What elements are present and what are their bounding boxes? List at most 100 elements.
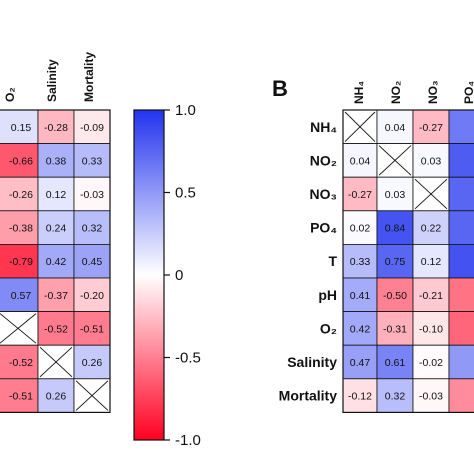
heatmap-b-row-label: Salinity <box>287 354 337 370</box>
heatmap-b-cell-value: -0.27 <box>419 122 443 134</box>
heatmap-a-cell-value: -0.51 <box>9 391 33 403</box>
heatmap-b-cell-cropped <box>448 176 474 212</box>
heatmap-a-cell-value: 0.33 <box>82 155 103 167</box>
heatmap-a-cell-value: 0.32 <box>82 223 103 235</box>
heatmap-a-cell-value: -0.28 <box>44 122 68 134</box>
heatmap-a-cell-value: -0.20 <box>80 290 104 302</box>
heatmap-b-row-label: T <box>328 253 337 269</box>
heatmap-a-column-label: O₂ <box>3 87 17 102</box>
heatmap-panel-a: 0.15 -0.28 -0.09 -0.66 0.38 0.33 -0.26 0.12 -0.0… <box>0 52 111 413</box>
colorbar: 1.0 0.5 0 -0.5 -1.0 <box>133 102 201 449</box>
diagonal-cross-mark <box>378 145 412 176</box>
heatmap-b-cell <box>376 109 414 144</box>
heatmap-b-row-label: NO₂ <box>310 152 337 168</box>
heatmap-b-cell-cropped <box>448 143 474 178</box>
heatmap-a-column-label: Mortality <box>82 52 96 102</box>
heatmap-b-row-label: O₂ <box>320 320 337 336</box>
heatmap-b-column-label: NH₄ <box>352 81 366 104</box>
heatmap-a-cell <box>37 378 75 413</box>
heatmap-b-cell-value: 0.33 <box>350 256 371 268</box>
heatmap-a-cell <box>37 277 75 312</box>
diagonal-cross-mark <box>414 178 448 210</box>
heatmap-b-cell <box>412 210 450 245</box>
heatmap-b-cell-cropped <box>448 277 474 312</box>
colorbar-tick-label: 1.0 <box>175 102 196 119</box>
heatmap-a-cell <box>37 210 75 245</box>
heatmap-b-cell-value: 0.03 <box>385 189 406 201</box>
diagonal-cross-mark <box>39 346 73 378</box>
heatmap-b-cell-value: 0.03 <box>421 155 442 167</box>
heatmap-b-cell-cropped <box>448 344 474 380</box>
heatmap-b-border <box>342 109 474 413</box>
heatmap-a-cell-value: -0.09 <box>80 122 104 134</box>
colorbar-tick-label: 0 <box>175 267 183 284</box>
heatmap-b-cell <box>412 143 450 178</box>
diagonal-cross-mark <box>0 313 37 344</box>
heatmap-a-cell-value: -0.26 <box>9 189 33 201</box>
heatmap-a-cell-value: 0.26 <box>46 391 67 403</box>
heatmap-a-cell <box>37 109 75 144</box>
heatmap-b-cell-value: -0.21 <box>419 290 443 302</box>
heatmap-b-cell-cropped <box>448 210 474 245</box>
heatmap-a-cell-value: -0.37 <box>44 290 68 302</box>
heatmap-b-cell <box>342 277 378 312</box>
heatmap-b-cell-value: 0.42 <box>350 323 371 335</box>
heatmap-b-cell-value: 0.04 <box>385 122 406 134</box>
heatmap-b-cell <box>342 176 378 212</box>
heatmap-b-cell-value: 0.61 <box>385 357 406 369</box>
heatmap-b-row-label: Mortality <box>279 388 338 404</box>
heatmap-b-column-label: NO₂ <box>389 81 403 104</box>
heatmap-a-cell-value: 0.26 <box>82 357 103 369</box>
heatmap-a-cell-value: -0.03 <box>80 189 104 201</box>
heatmap-b-cell-value: -0.31 <box>383 323 407 335</box>
diagonal-cross-mark <box>75 380 109 411</box>
heatmap-b-cell-value: 0.47 <box>350 357 371 369</box>
heatmap-b-cell <box>342 378 378 413</box>
heatmap-a-border <box>0 109 111 413</box>
heatmap-a-cell <box>37 311 75 346</box>
heatmap-a-cell <box>73 311 111 346</box>
heatmap-b-cell-cropped <box>448 311 474 346</box>
heatmap-b-cell <box>376 311 414 346</box>
heatmap-b-row-label: NO₃ <box>310 186 337 202</box>
diagonal-cross-mark <box>344 111 376 142</box>
heatmap-b-cell <box>376 344 414 380</box>
heatmap-b-cell-value: 0.22 <box>421 223 442 235</box>
colorbar-gradient <box>133 109 165 441</box>
heatmap-b-cell-value: 0.12 <box>421 256 442 268</box>
heatmap-b-row-label: NH₄ <box>310 119 337 135</box>
heatmap-b-cell-value: -0.10 <box>419 323 443 335</box>
heatmap-a-cell-value: -0.52 <box>9 357 33 369</box>
heatmap-b-column-label: NO₃ <box>426 80 440 104</box>
heatmap-a-cell-value: -0.51 <box>80 323 104 335</box>
heatmap-b-column-label: PO₄ <box>462 81 474 104</box>
colorbar-tick-label: -1.0 <box>175 432 201 449</box>
heatmap-panel-b: B 0.04 -0.27 0.04 0.03 -0.27 0.03 0.02 0.84 0.22 0… <box>272 76 474 413</box>
heatmap-a-cell <box>73 243 111 279</box>
heatmap-b-cell-cropped <box>448 243 474 279</box>
heatmap-a-cell-value: 0.38 <box>46 155 67 167</box>
heatmap-a-cell-value: -0.66 <box>9 155 33 167</box>
heatmap-a-cell-value: -0.38 <box>9 223 33 235</box>
heatmap-a-cell-value: 0.45 <box>82 256 103 268</box>
heatmap-b-cell-value: -0.03 <box>419 391 443 403</box>
heatmap-b-cell <box>376 210 414 245</box>
heatmap-b-cell-value: 0.75 <box>385 256 406 268</box>
heatmap-b-row-label: pH <box>318 287 337 303</box>
heatmap-b-cell-value: -0.12 <box>348 391 372 403</box>
panel-b-label: B <box>272 76 288 101</box>
heatmap-b-cell <box>376 243 414 279</box>
heatmap-a-cell-value: 0.57 <box>11 290 32 302</box>
heatmap-b-cell-value: -0.02 <box>419 357 443 369</box>
heatmap-b-cell-value: 0.02 <box>350 223 371 235</box>
heatmap-a-cell-value: -0.52 <box>44 323 68 335</box>
heatmap-a-column-label: Salinity <box>45 59 59 102</box>
heatmap-b-cell-value: 0.32 <box>385 391 406 403</box>
heatmap-b-cell-value: 0.04 <box>350 155 371 167</box>
heatmap-a-cell <box>73 277 111 312</box>
colorbar-tick-label: 0.5 <box>175 185 196 202</box>
heatmap-a-cell-value: -0.79 <box>9 256 33 268</box>
heatmap-b-cell-value: -0.50 <box>383 290 407 302</box>
heatmap-a-cell-value: 0.24 <box>46 223 67 235</box>
